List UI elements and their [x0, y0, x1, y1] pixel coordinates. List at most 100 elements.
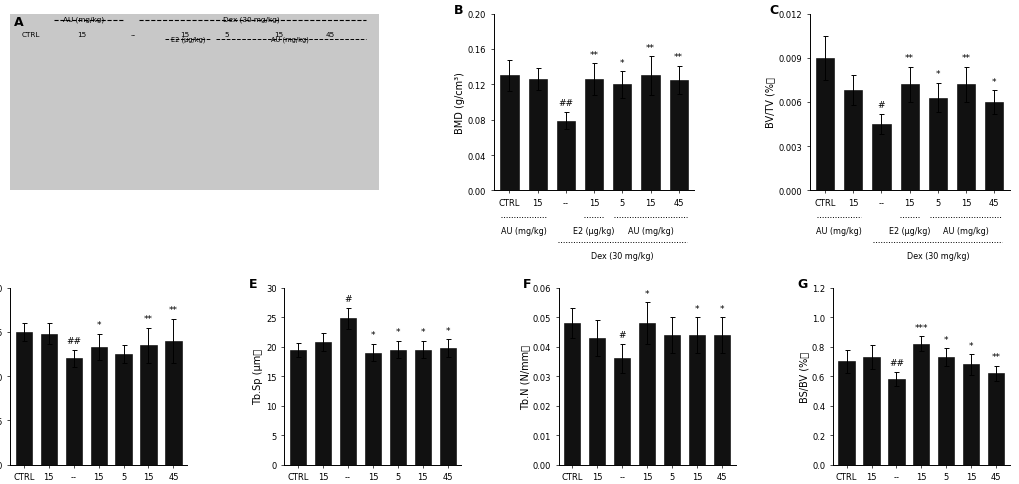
Bar: [41, 334, 57, 465]
Bar: [528, 80, 546, 191]
Bar: [838, 362, 854, 465]
Bar: [613, 359, 630, 465]
Text: ##: ##: [888, 359, 903, 367]
Text: *: *: [968, 341, 972, 350]
Text: AU (mg/kg): AU (mg/kg): [943, 227, 988, 235]
Bar: [165, 341, 181, 465]
Text: *: *: [719, 304, 723, 313]
Y-axis label: BV/TV (%）: BV/TV (%）: [764, 77, 774, 128]
Bar: [638, 323, 654, 465]
Text: 15: 15: [77, 32, 87, 38]
Bar: [115, 354, 131, 465]
Text: *: *: [934, 70, 940, 79]
Bar: [564, 323, 580, 465]
Bar: [713, 335, 730, 465]
Text: AU (mg/kg): AU (mg/kg): [500, 227, 546, 235]
Text: *: *: [991, 77, 996, 87]
Text: **: **: [674, 53, 683, 62]
Text: E2 (μg/kg): E2 (μg/kg): [573, 227, 614, 235]
Bar: [688, 335, 704, 465]
Text: CTRL: CTRL: [21, 32, 40, 38]
Text: ##: ##: [557, 99, 573, 108]
Text: #: #: [618, 331, 626, 340]
Bar: [928, 98, 946, 191]
Bar: [589, 338, 605, 465]
Text: *: *: [420, 328, 425, 337]
Text: #: #: [343, 295, 352, 304]
Text: 45: 45: [326, 32, 335, 38]
Bar: [900, 85, 918, 191]
Bar: [389, 350, 406, 465]
Bar: [962, 364, 978, 465]
Bar: [365, 353, 381, 465]
Text: **: **: [990, 353, 1000, 362]
Text: **: **: [144, 315, 153, 323]
Bar: [612, 85, 631, 191]
Text: *: *: [694, 304, 698, 313]
Text: **: **: [589, 50, 598, 60]
Bar: [862, 357, 878, 465]
Bar: [339, 319, 356, 465]
Bar: [844, 91, 862, 191]
Text: *: *: [620, 59, 624, 67]
Text: *: *: [395, 328, 399, 337]
Text: **: **: [961, 54, 970, 63]
Text: E2 (μg/kg): E2 (μg/kg): [888, 227, 929, 235]
Bar: [987, 374, 1004, 465]
Bar: [815, 59, 834, 191]
Bar: [439, 348, 455, 465]
Text: AU (mg/kg): AU (mg/kg): [63, 16, 104, 23]
Text: 15: 15: [273, 32, 283, 38]
Text: AU (mg/kg): AU (mg/kg): [627, 227, 673, 235]
Text: C: C: [768, 4, 777, 17]
Text: G: G: [797, 277, 807, 290]
Text: AU (mg/kg): AU (mg/kg): [271, 37, 309, 43]
Y-axis label: Tb.Sp (μm）: Tb.Sp (μm）: [253, 348, 263, 405]
Text: F: F: [523, 277, 531, 290]
Bar: [937, 357, 954, 465]
Text: **: **: [169, 305, 177, 315]
Text: --: --: [130, 32, 137, 38]
Y-axis label: Tb.N (N/mm）: Tb.N (N/mm）: [520, 344, 529, 409]
Text: ##: ##: [66, 336, 82, 346]
Y-axis label: BMD (g/cm³): BMD (g/cm³): [454, 72, 465, 134]
Bar: [15, 332, 32, 465]
Text: Dex (30 mg/kg): Dex (30 mg/kg): [906, 251, 968, 260]
Text: Dex (30 mg/kg): Dex (30 mg/kg): [223, 16, 279, 23]
Text: E2 (μg/kg): E2 (μg/kg): [171, 37, 205, 43]
Text: AU (mg/kg): AU (mg/kg): [815, 227, 861, 235]
Text: *: *: [644, 289, 649, 299]
Bar: [663, 335, 680, 465]
Bar: [65, 359, 82, 465]
Text: #: #: [877, 101, 884, 110]
Text: *: *: [370, 331, 375, 340]
Text: **: **: [904, 54, 913, 63]
Bar: [584, 80, 602, 191]
Text: A: A: [14, 16, 23, 29]
Bar: [871, 125, 890, 191]
Bar: [956, 85, 974, 191]
Text: E: E: [249, 277, 257, 290]
Text: 5: 5: [224, 32, 228, 38]
Bar: [888, 379, 904, 465]
Text: *: *: [97, 320, 101, 330]
Text: 15: 15: [180, 32, 190, 38]
Bar: [912, 344, 928, 465]
Text: *: *: [445, 326, 449, 335]
Text: ***: ***: [914, 323, 927, 332]
Bar: [414, 350, 430, 465]
Bar: [556, 121, 575, 191]
Bar: [141, 346, 157, 465]
Bar: [91, 347, 107, 465]
Bar: [289, 350, 306, 465]
Text: Dex (30 mg/kg): Dex (30 mg/kg): [590, 251, 653, 260]
Bar: [500, 76, 518, 191]
Y-axis label: BS/BV (%）: BS/BV (%）: [799, 351, 808, 402]
Text: *: *: [943, 335, 948, 344]
Bar: [641, 76, 659, 191]
Text: B: B: [453, 4, 463, 17]
Bar: [315, 342, 331, 465]
Bar: [668, 81, 687, 191]
Text: **: **: [645, 44, 654, 52]
Bar: [984, 103, 1003, 191]
